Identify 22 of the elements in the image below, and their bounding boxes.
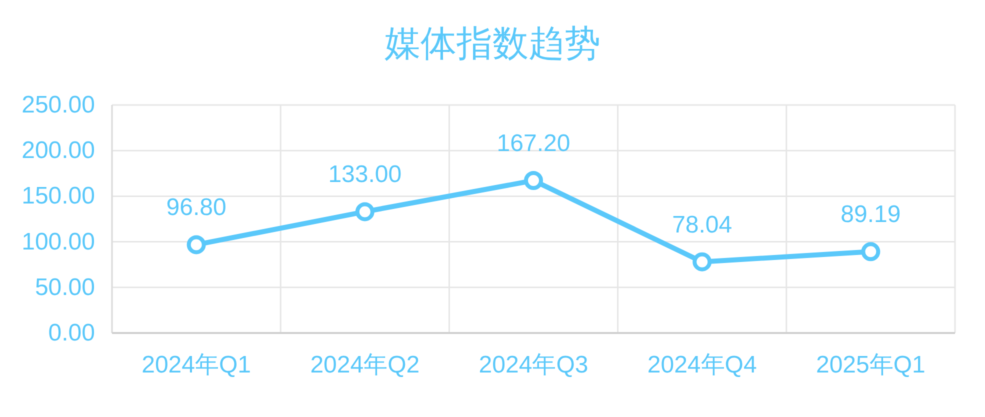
- point: [861, 242, 880, 262]
- y-tick-label: 200.00: [22, 137, 95, 164]
- y-tick-label: 100.00: [22, 228, 95, 256]
- x-tick-label: 2024年Q2: [310, 352, 420, 378]
- point: [524, 171, 543, 190]
- chart-title: 媒体指数趋势: [384, 22, 600, 64]
- y-tick-label: 250.00: [22, 92, 95, 118]
- data-label: 89.19: [840, 201, 901, 228]
- data-label: 78.04: [672, 211, 732, 238]
- y-tick-label: 150.00: [22, 182, 95, 210]
- point: [186, 235, 206, 254]
- data-label: 133.00: [328, 161, 402, 188]
- y-tick-label: 0.00: [48, 320, 95, 346]
- x-tick-label: 2024年Q4: [647, 352, 757, 378]
- data-label: 96.80: [166, 194, 226, 222]
- point: [692, 252, 712, 272]
- x-tick-label: 2024年Q1: [142, 352, 252, 378]
- data-label: 167.20: [496, 130, 570, 158]
- x-tick-label: 2025年Q1: [816, 352, 926, 378]
- x-tick-label: 2024年Q3: [478, 352, 588, 378]
- point: [355, 202, 374, 222]
- y-tick-label: 50.00: [34, 274, 95, 301]
